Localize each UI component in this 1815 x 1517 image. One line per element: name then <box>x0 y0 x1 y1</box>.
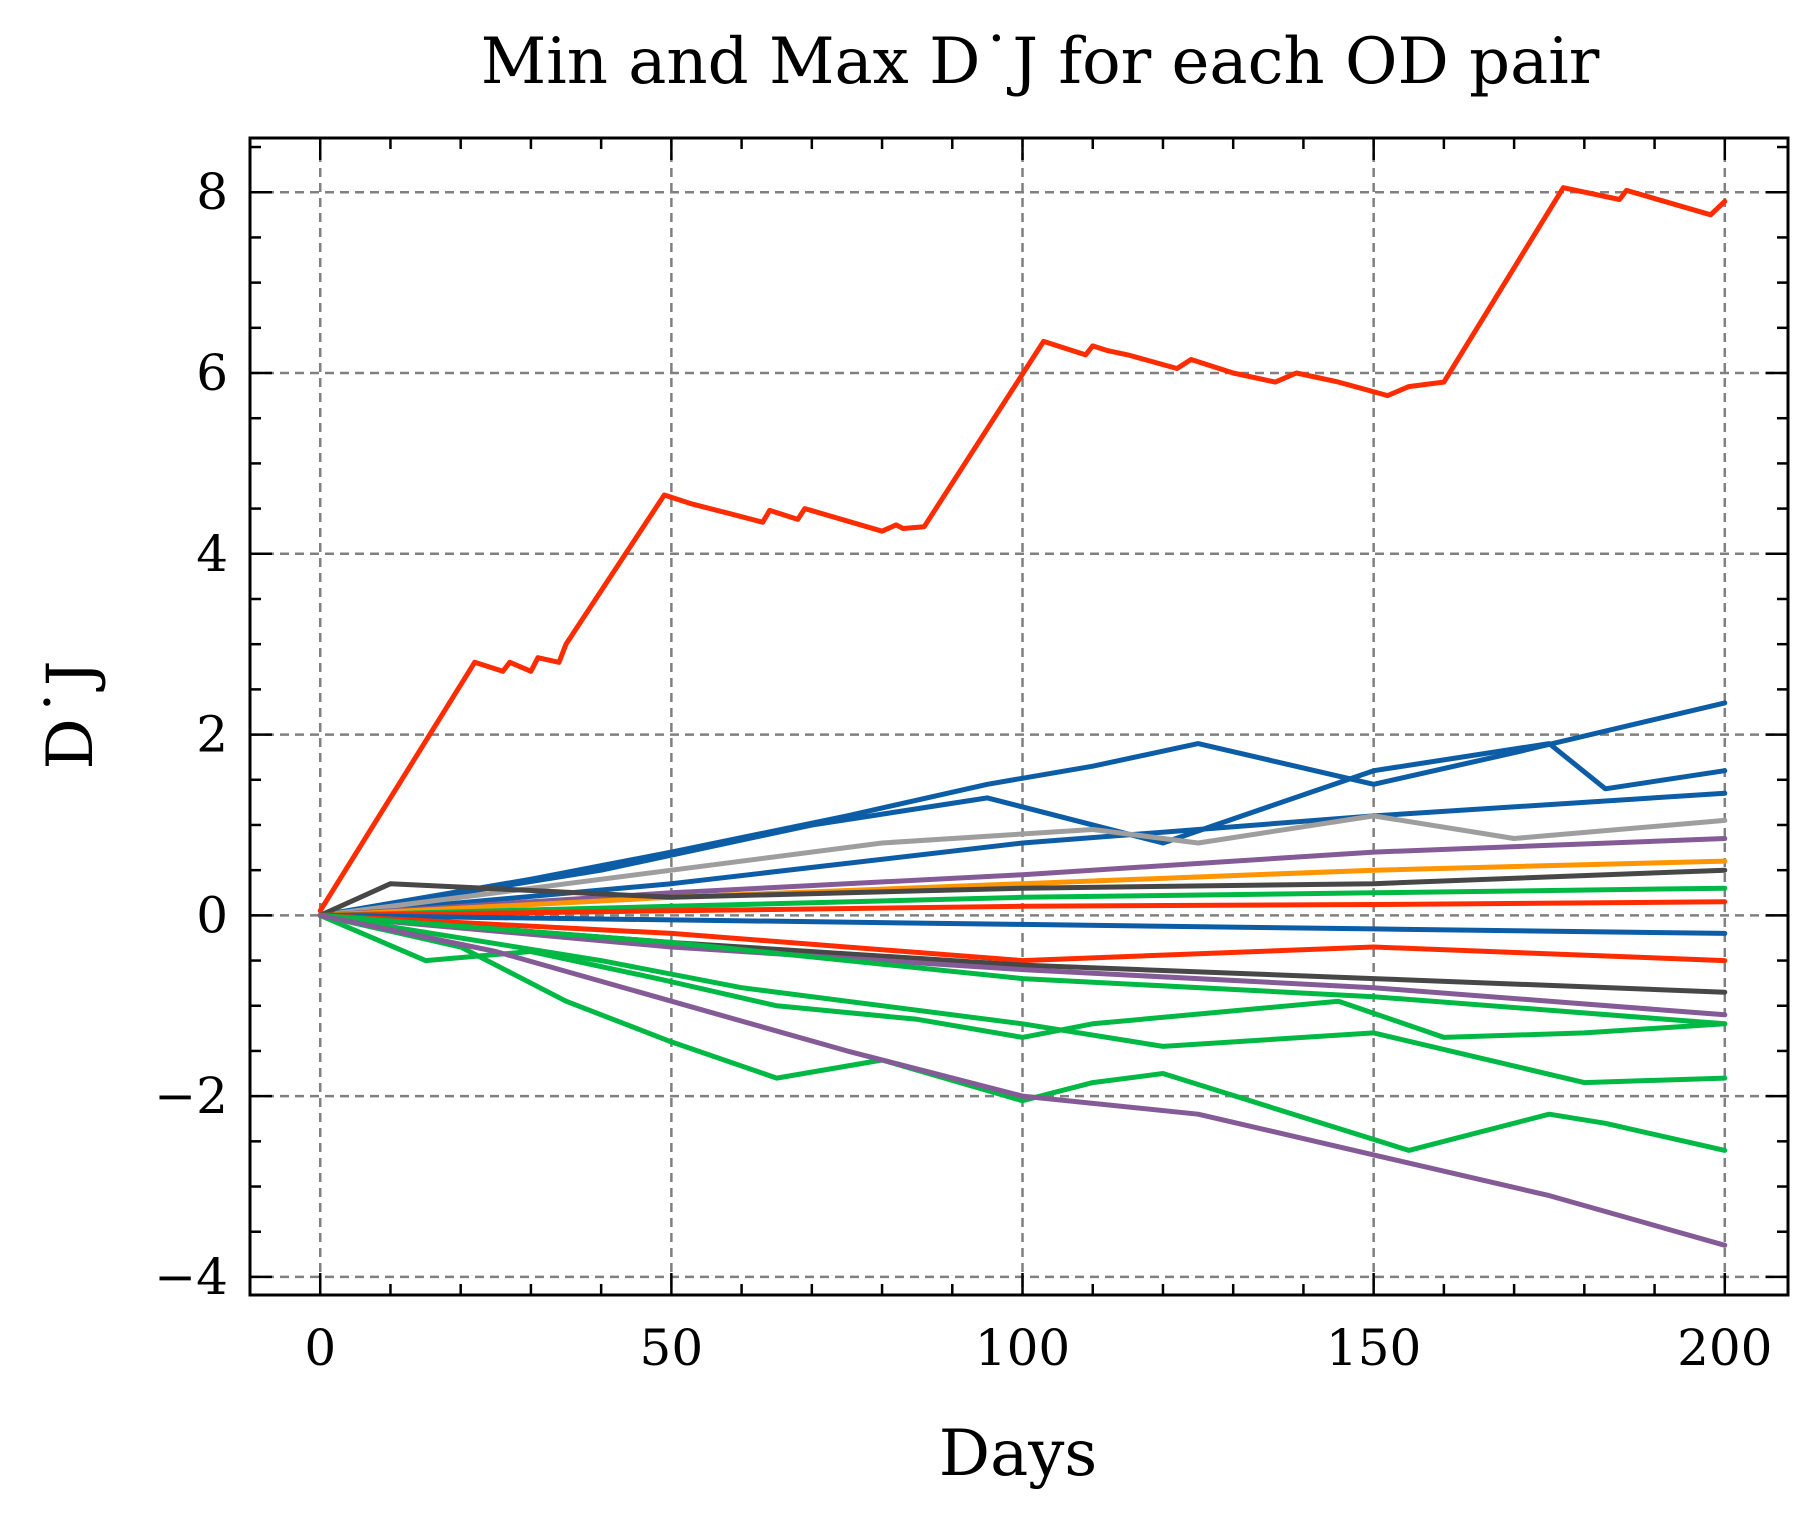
series-line <box>317 700 1728 918</box>
x-tick-label: 200 <box>1677 1319 1772 1377</box>
series-layer <box>317 185 1728 1248</box>
chart-title: Min and Max D˙J for each OD pair <box>481 25 1600 99</box>
series-line <box>317 899 1728 918</box>
gridlines <box>250 138 1788 1295</box>
series-line <box>317 813 1728 918</box>
series-line <box>317 912 1728 936</box>
series-line <box>317 858 1728 918</box>
y-tick-label: 8 <box>196 163 228 221</box>
axis-ticks <box>248 138 1788 1295</box>
y-tick-label: 2 <box>196 706 228 764</box>
series-line <box>317 867 1728 918</box>
plot-frame <box>248 136 1790 1297</box>
series-line <box>317 836 1728 918</box>
x-axis-label: Days <box>939 1417 1097 1491</box>
series-line <box>317 741 1728 918</box>
y-tick-label: 4 <box>196 525 228 583</box>
y-tick-labels: −4 −2 0 2 4 6 8 <box>154 163 228 1306</box>
series-line <box>317 885 1728 918</box>
x-tick-label: 150 <box>1326 1319 1421 1377</box>
series-line <box>317 912 1728 1018</box>
series-line <box>317 185 1728 914</box>
series-line <box>317 912 1728 1027</box>
series-line <box>317 912 1728 1248</box>
x-tick-label: 0 <box>304 1319 336 1377</box>
x-tick-label: 100 <box>975 1319 1070 1377</box>
y-tick-label: 0 <box>196 886 228 944</box>
x-tick-label: 50 <box>640 1319 704 1377</box>
y-tick-label: −4 <box>154 1248 228 1306</box>
y-tick-label: 6 <box>196 344 228 402</box>
series-line <box>317 912 1728 1086</box>
series-line <box>317 790 1728 918</box>
series-line <box>317 912 1728 1040</box>
series-line <box>317 912 1728 1153</box>
y-axis-label: D˙J <box>34 661 108 770</box>
x-tick-labels: 0 50 100 150 200 <box>304 1319 1772 1377</box>
y-tick-label: −2 <box>154 1067 228 1125</box>
series-line <box>317 912 1728 964</box>
